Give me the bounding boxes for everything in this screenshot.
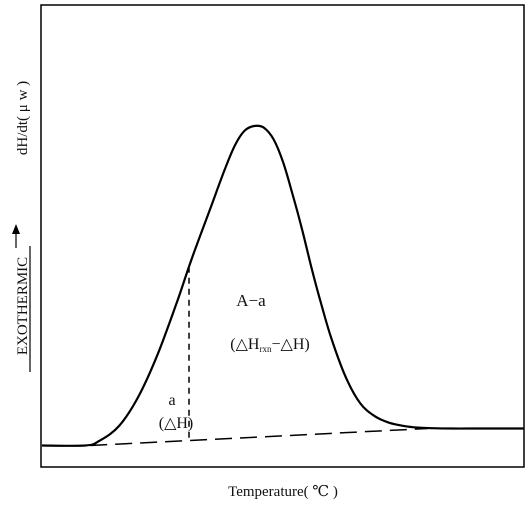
peak-area-label: A−a [236, 291, 266, 310]
heat-flow-curve [41, 124, 524, 447]
partial-area-formula: (△H) [159, 415, 194, 432]
exothermic-arrow-icon [12, 224, 20, 248]
peak-area-formula: (△Hrxn−△H) [230, 336, 309, 354]
peak-formula-open: (△H [230, 336, 260, 353]
peak-formula-subscript: rxn [259, 344, 271, 354]
x-axis-label: Temperature( ℃ ) [228, 484, 338, 500]
partial-area-label: a [168, 392, 175, 409]
peak-formula-rest: −△H) [271, 336, 309, 353]
y-axis-label: dH/dt( μ w ) [15, 81, 31, 155]
data-layer [41, 124, 524, 447]
baseline-dashed [90, 427, 428, 447]
exothermic-label: EXOTHERMIC [15, 257, 31, 355]
plot-frame [40, 4, 525, 468]
